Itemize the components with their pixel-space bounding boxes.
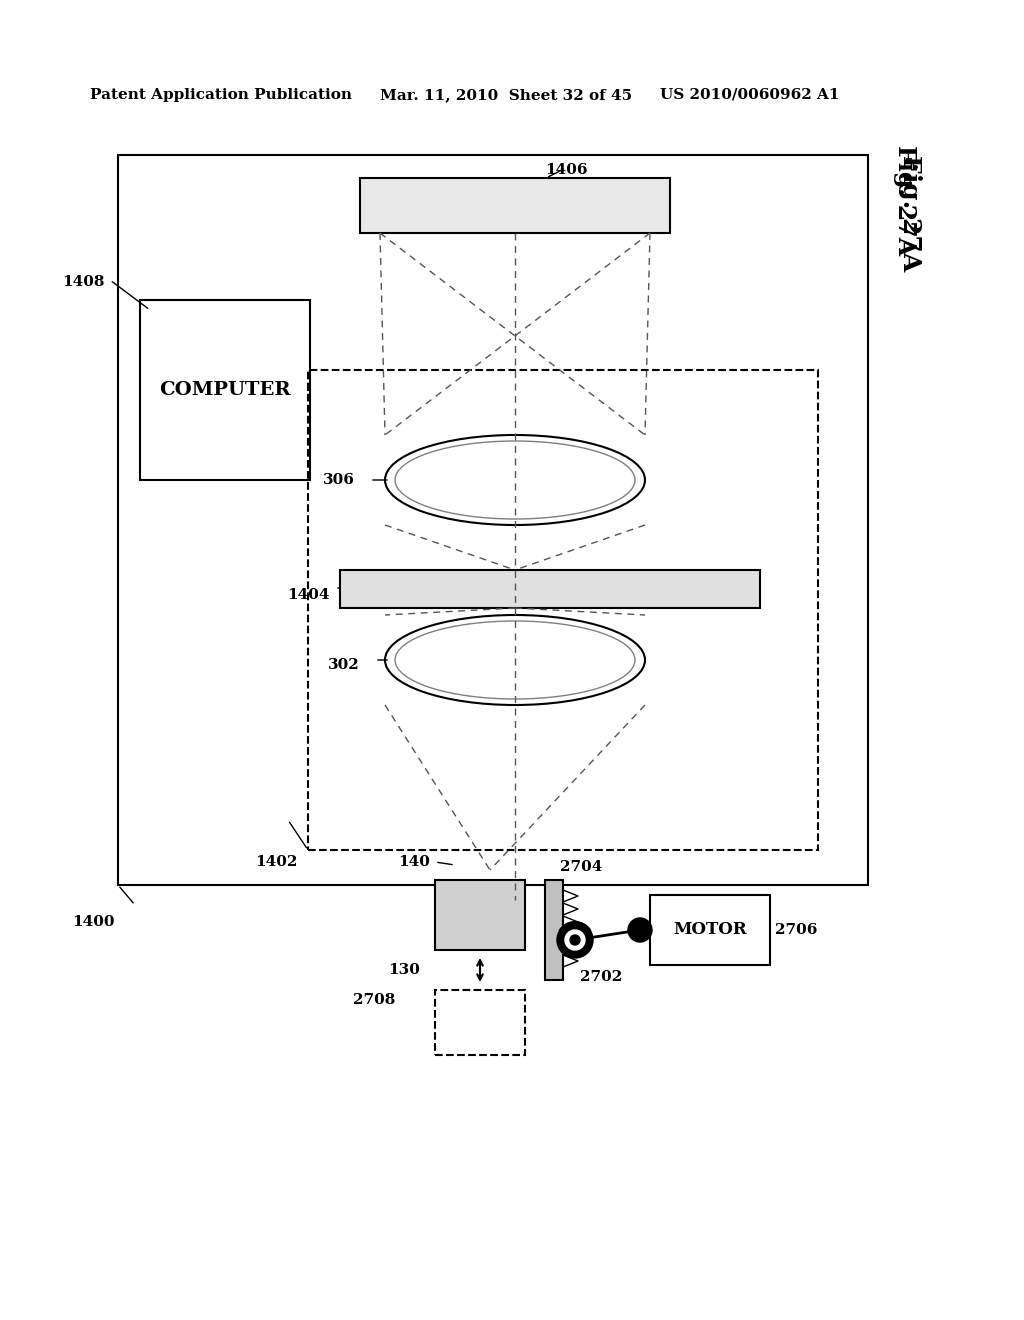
Text: COMPUTER: COMPUTER bbox=[160, 381, 291, 399]
Text: 1408: 1408 bbox=[62, 275, 105, 289]
Text: Fig. 27A: Fig. 27A bbox=[893, 145, 918, 255]
Bar bbox=[435, 880, 525, 950]
Bar bbox=[545, 880, 563, 979]
Text: 2708: 2708 bbox=[352, 993, 395, 1007]
Text: 2706: 2706 bbox=[775, 923, 817, 937]
Text: Fig. 27A: Fig. 27A bbox=[898, 154, 922, 271]
Text: 302: 302 bbox=[329, 657, 360, 672]
Text: 140: 140 bbox=[398, 855, 430, 869]
Bar bbox=[360, 178, 670, 234]
Bar bbox=[118, 154, 868, 884]
Text: 1406: 1406 bbox=[545, 162, 588, 177]
Bar bbox=[140, 300, 310, 480]
Text: Mar. 11, 2010  Sheet 32 of 45: Mar. 11, 2010 Sheet 32 of 45 bbox=[380, 88, 632, 102]
Text: MOTOR: MOTOR bbox=[673, 921, 746, 939]
Text: 2704: 2704 bbox=[560, 861, 602, 874]
Circle shape bbox=[570, 935, 580, 945]
Text: 1400: 1400 bbox=[73, 915, 115, 929]
Text: 1404: 1404 bbox=[288, 587, 330, 602]
Text: US 2010/0060962 A1: US 2010/0060962 A1 bbox=[660, 88, 840, 102]
Bar bbox=[340, 570, 760, 609]
Circle shape bbox=[565, 931, 585, 950]
Bar bbox=[308, 370, 818, 850]
Circle shape bbox=[628, 917, 652, 942]
Text: 130: 130 bbox=[388, 964, 420, 977]
Text: Patent Application Publication: Patent Application Publication bbox=[90, 88, 352, 102]
Circle shape bbox=[557, 921, 593, 958]
Bar bbox=[650, 895, 770, 965]
Text: 2702: 2702 bbox=[580, 970, 623, 983]
Bar bbox=[435, 990, 525, 1055]
Text: 306: 306 bbox=[324, 473, 355, 487]
Text: 1402: 1402 bbox=[256, 855, 298, 869]
